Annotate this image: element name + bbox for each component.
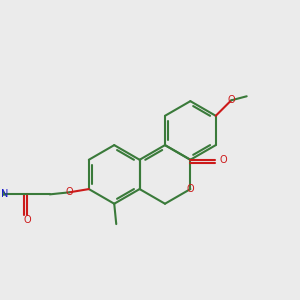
Text: O: O [220,155,227,165]
Text: N: N [1,189,9,200]
Text: O: O [227,95,235,105]
Text: O: O [187,184,194,194]
Text: O: O [65,187,73,197]
Text: O: O [24,214,31,225]
